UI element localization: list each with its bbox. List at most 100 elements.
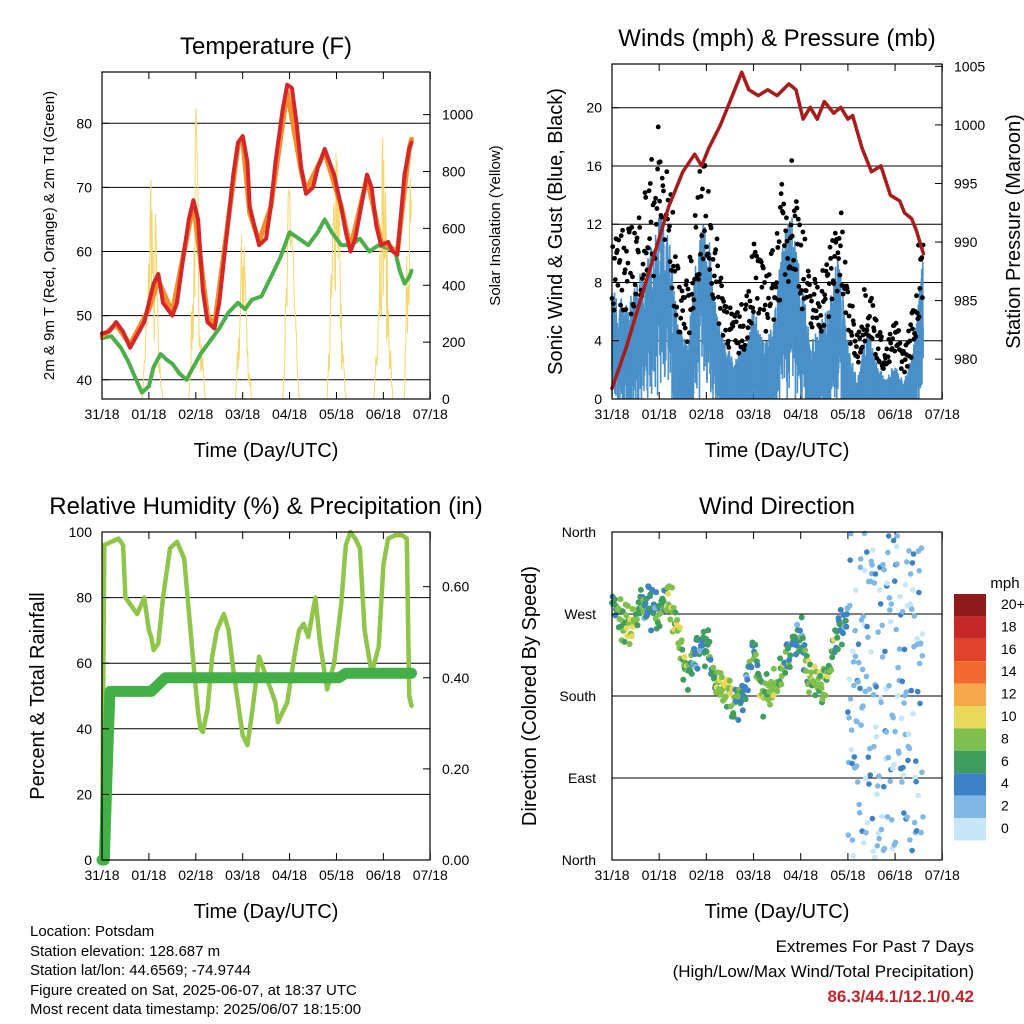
x-tick-label: 03/18 xyxy=(225,867,260,883)
gust-point xyxy=(884,346,890,352)
legend-label: 2 xyxy=(1001,798,1009,814)
gust-point xyxy=(673,312,679,318)
direction-point xyxy=(786,656,793,663)
gust-point xyxy=(859,344,865,350)
direction-point xyxy=(851,682,857,689)
gust-point xyxy=(836,256,841,261)
direction-point xyxy=(886,595,893,601)
direction-point xyxy=(864,549,870,555)
legend-swatch xyxy=(954,795,986,818)
legend-swatch xyxy=(954,773,986,796)
direction-point xyxy=(860,703,866,709)
gust-point xyxy=(743,302,749,308)
direction-point xyxy=(917,640,924,646)
direction-point xyxy=(812,692,819,699)
legend-swatch xyxy=(954,616,986,639)
direction-point xyxy=(727,690,734,697)
direction-point xyxy=(869,562,875,568)
x-tick-label: 03/18 xyxy=(736,867,771,883)
direction-point xyxy=(628,633,635,640)
direction-point xyxy=(879,654,886,660)
extremes-box: Extremes For Past 7 Days (High/Low/Max W… xyxy=(673,934,974,1009)
direction-point xyxy=(857,685,863,692)
gust-point xyxy=(697,169,703,174)
gust-point xyxy=(869,295,874,301)
direction-point xyxy=(878,699,884,706)
direction-point xyxy=(901,646,908,653)
precipitation-line xyxy=(96,667,417,866)
y-tick-label: 20 xyxy=(76,786,92,802)
direction-point xyxy=(656,623,663,630)
legend-swatch xyxy=(954,728,986,751)
gust-point xyxy=(834,288,840,294)
gust-point xyxy=(657,159,663,165)
gust-point xyxy=(857,335,863,341)
gust-point xyxy=(832,230,838,236)
y-tick-label: 12 xyxy=(586,216,602,232)
direction-point xyxy=(694,665,701,672)
gust-point xyxy=(843,310,849,316)
gust-point xyxy=(799,288,804,293)
gust-point xyxy=(770,248,775,253)
gust-point xyxy=(863,293,868,298)
direction-point xyxy=(848,727,855,733)
gust-point xyxy=(893,320,899,326)
direction-point xyxy=(865,754,872,760)
gust-point xyxy=(798,242,804,248)
y-tick-label: 0.40 xyxy=(442,670,469,686)
gust-point xyxy=(647,236,652,242)
gust-point xyxy=(611,307,617,313)
legend-label: 4 xyxy=(1001,775,1009,791)
direction-point xyxy=(870,547,876,553)
gust-point xyxy=(680,308,686,313)
direction-point xyxy=(849,837,856,843)
gust-point xyxy=(674,304,680,310)
gust-point xyxy=(840,229,845,235)
extremes-values: 86.3/44.1/12.1/0.42 xyxy=(827,987,974,1006)
gust-point xyxy=(897,340,903,346)
direction-point xyxy=(852,653,859,660)
gust-point xyxy=(782,243,787,249)
direction-point xyxy=(916,568,922,574)
direction-point xyxy=(913,828,920,834)
gust-point xyxy=(692,213,698,218)
gust-point xyxy=(649,157,654,162)
x-tick-label: 07/18 xyxy=(925,406,960,422)
direction-point xyxy=(752,651,759,658)
gust-point xyxy=(648,219,654,225)
direction-point xyxy=(910,587,916,593)
direction-point xyxy=(852,627,858,634)
y-tick-label: 0.20 xyxy=(442,761,469,777)
legend-swatch xyxy=(954,594,986,617)
direction-point xyxy=(739,707,746,714)
gust-point xyxy=(716,321,722,327)
direction-point xyxy=(858,722,864,728)
gust-point xyxy=(632,230,637,236)
gust-point xyxy=(793,199,799,205)
direction-point xyxy=(885,754,892,761)
gust-point xyxy=(802,236,808,242)
gust-point xyxy=(746,289,752,294)
gust-point xyxy=(647,181,653,186)
legend-label: 6 xyxy=(1001,753,1009,769)
direction-point xyxy=(909,560,916,566)
gust-point xyxy=(813,308,819,314)
gust-point xyxy=(850,303,855,309)
gust-point xyxy=(616,237,621,243)
extremes-title: Extremes For Past 7 Days xyxy=(775,937,974,956)
direction-point xyxy=(899,608,906,615)
gust-point xyxy=(709,281,715,286)
gust-point xyxy=(687,254,693,260)
gust-point xyxy=(696,272,702,277)
gust-point xyxy=(793,267,798,272)
direction-point xyxy=(680,676,687,683)
x-axis-label: Time (Day/UTC) xyxy=(705,901,850,923)
gust-point xyxy=(641,272,647,278)
gust-point xyxy=(817,324,823,330)
gust-point xyxy=(741,347,747,352)
gust-point xyxy=(715,294,721,300)
direction-point xyxy=(887,778,893,785)
gust-point xyxy=(796,284,802,289)
gust-point xyxy=(612,277,618,283)
direction-point xyxy=(887,619,894,625)
